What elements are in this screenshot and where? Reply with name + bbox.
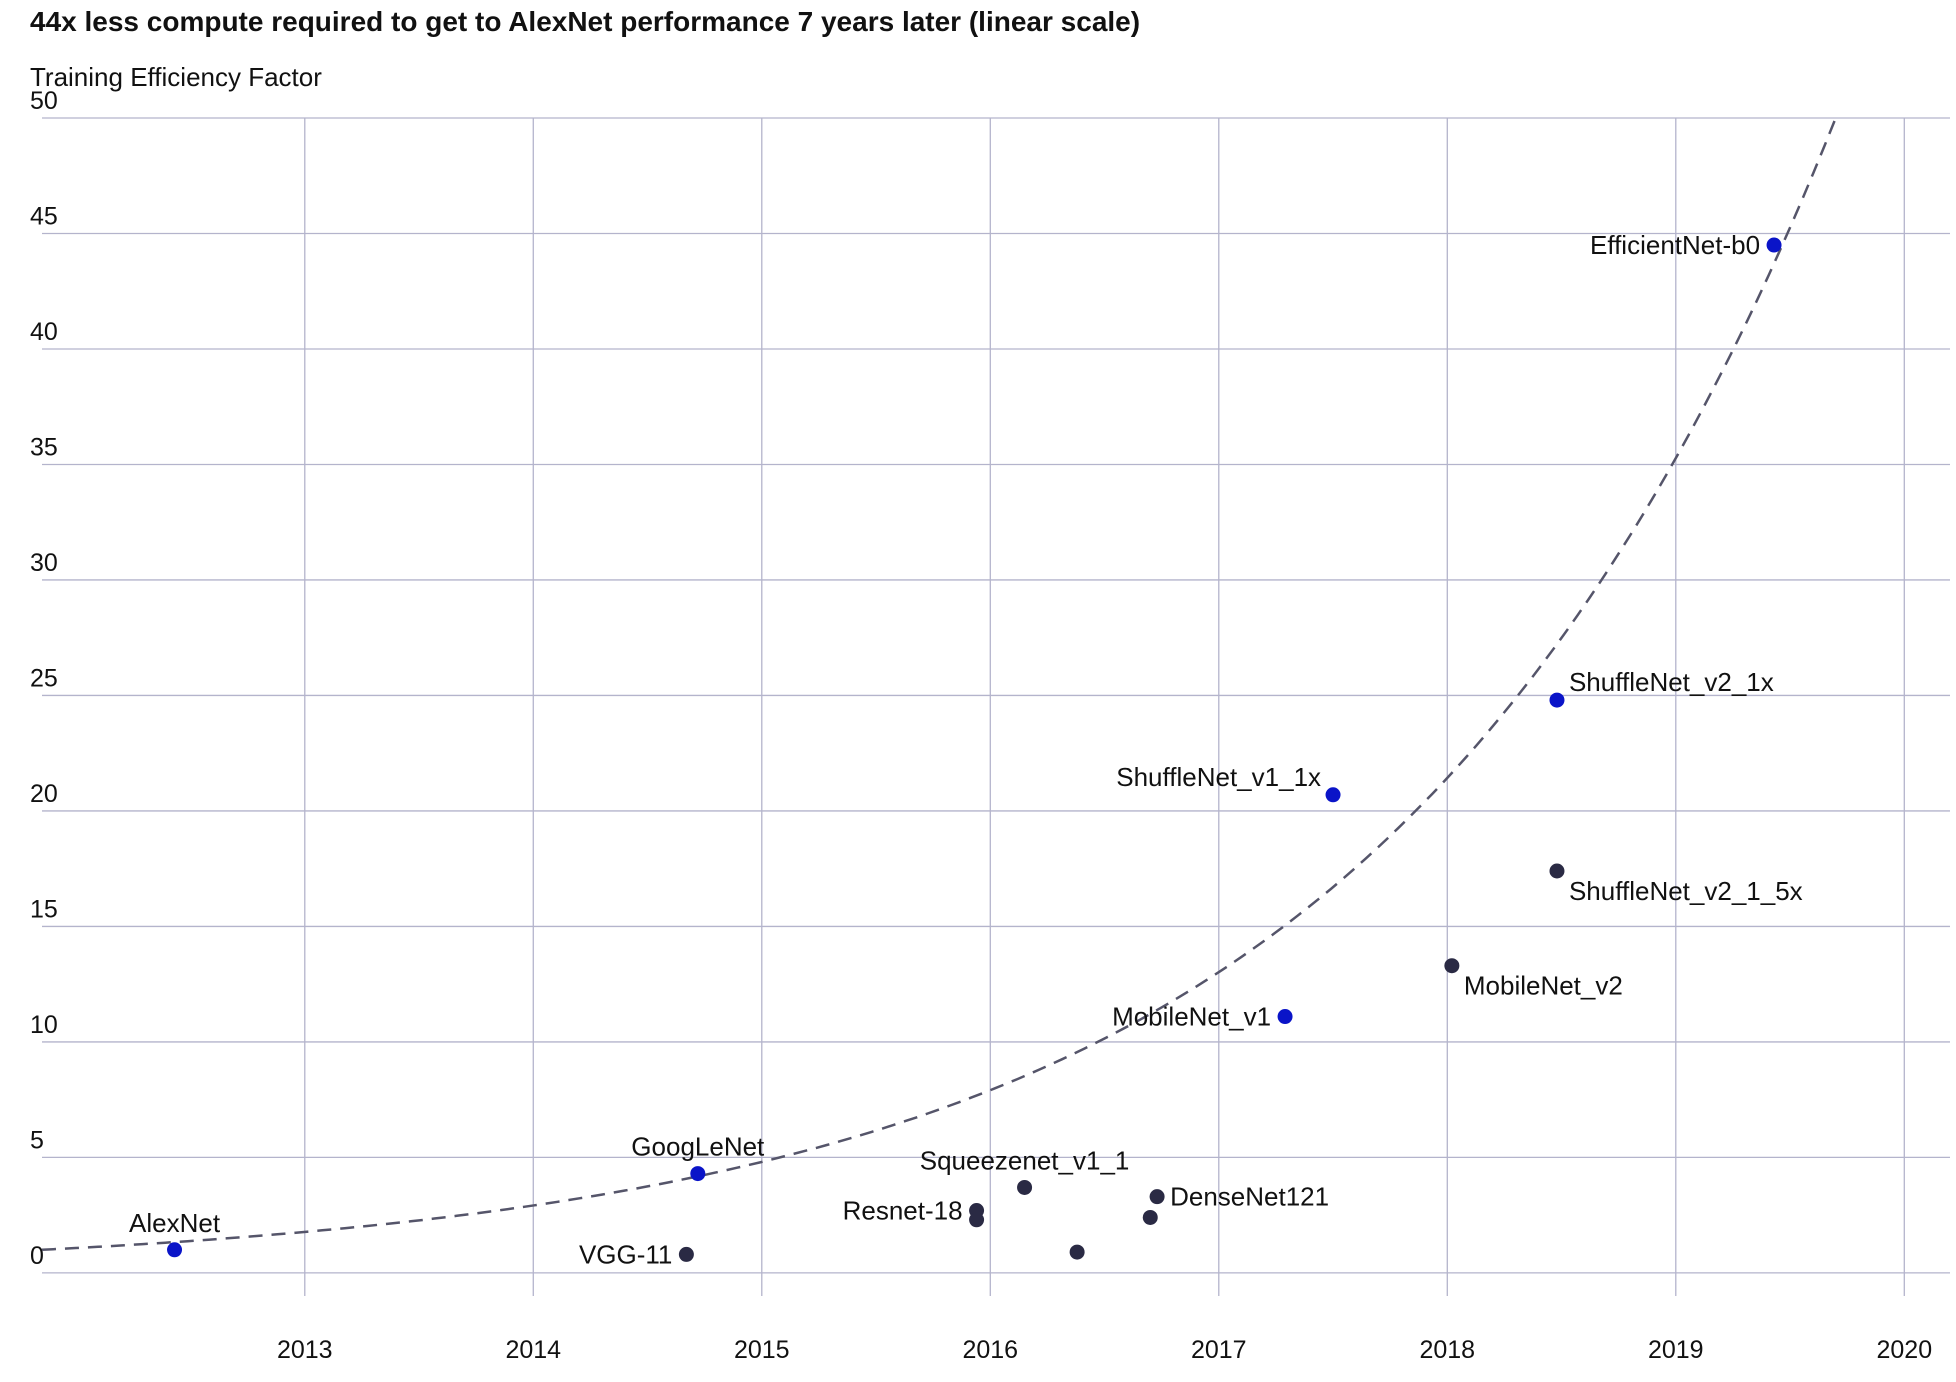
point-googlenet (690, 1166, 706, 1182)
y-tick-label-40: 40 (30, 318, 58, 346)
trend-line (41, 117, 1837, 1252)
label-mobilenet-v1: MobileNet_v1 (1112, 1002, 1271, 1032)
point-shufflenet-v2-1x (1549, 692, 1565, 708)
label-shufflenet-v2-1x: ShuffleNet_v2_1x (1569, 667, 1774, 697)
point-unlabeled-4 (969, 1212, 985, 1228)
label-resnet-18: Resnet-18 (843, 1196, 963, 1226)
x-tick-label-2020: 2020 (1876, 1336, 1932, 1364)
y-axis-title: Training Efficiency Factor (30, 62, 322, 92)
horizontal-gridlines (42, 117, 1950, 1274)
y-tick-label-10: 10 (30, 1011, 58, 1039)
y-tick-label-0: 0 (30, 1242, 44, 1270)
label-squeezenet-v1-1: Squeezenet_v1_1 (920, 1145, 1130, 1175)
x-tick-label-2014: 2014 (505, 1336, 561, 1364)
point-squeezenet-v1-1 (1017, 1179, 1033, 1195)
point-mobilenet-v1 (1277, 1009, 1293, 1025)
y-tick-labels: 0 5 10 15 20 25 30 35 40 45 50 (30, 87, 58, 1270)
x-tick-label-2015: 2015 (734, 1336, 790, 1364)
y-tick-label-50: 50 (30, 87, 58, 115)
x-tick-label-2017: 2017 (1191, 1336, 1247, 1364)
y-tick-label-35: 35 (30, 433, 58, 461)
label-vgg-11: VGG-11 (579, 1239, 672, 1269)
y-tick-label-15: 15 (30, 895, 58, 923)
chart-title: 44x less compute required to get to Alex… (30, 6, 1141, 37)
point-shufflenet-v2-1-5x (1549, 863, 1565, 879)
point-unlabeled-6 (1069, 1244, 1085, 1260)
point-shufflenet-v1-1x (1325, 787, 1341, 803)
point-vgg-11 (678, 1246, 694, 1262)
label-alexnet: AlexNet (129, 1208, 221, 1238)
label-shufflenet-v1-1x: ShuffleNet_v1_1x (1116, 762, 1321, 792)
point-unlabeled-7 (1142, 1209, 1158, 1225)
point-alexnet (167, 1242, 183, 1258)
vertical-gridlines (304, 118, 1905, 1296)
label-mobilenet-v2: MobileNet_v2 (1464, 971, 1623, 1001)
x-tick-label-2013: 2013 (277, 1336, 333, 1364)
label-googlenet: GoogLeNet (631, 1132, 765, 1162)
y-tick-label-5: 5 (30, 1126, 44, 1154)
data-points (167, 237, 1782, 1262)
y-tick-label-25: 25 (30, 664, 58, 692)
point-efficientnet-b0 (1766, 237, 1782, 253)
label-densenet121: DenseNet121 (1170, 1182, 1329, 1212)
label-efficientnet-b0: EfficientNet-b0 (1590, 230, 1760, 260)
label-shufflenet-v2-1-5x: ShuffleNet_v2_1_5x (1569, 876, 1803, 906)
point-labels: AlexNet VGG-11 GoogLeNet Resnet-18 Squeezene… (129, 230, 1803, 1269)
x-tick-label-2018: 2018 (1419, 1336, 1475, 1364)
x-tick-label-2016: 2016 (962, 1336, 1018, 1364)
y-tick-label-45: 45 (30, 202, 58, 230)
y-tick-label-30: 30 (30, 549, 58, 577)
point-mobilenet-v2 (1444, 958, 1460, 974)
point-densenet121 (1149, 1189, 1165, 1205)
x-tick-labels: 2013 2014 2015 2016 2017 2018 2019 2020 (277, 1336, 1932, 1364)
x-tick-label-2019: 2019 (1648, 1336, 1704, 1364)
y-tick-label-20: 20 (30, 780, 58, 808)
